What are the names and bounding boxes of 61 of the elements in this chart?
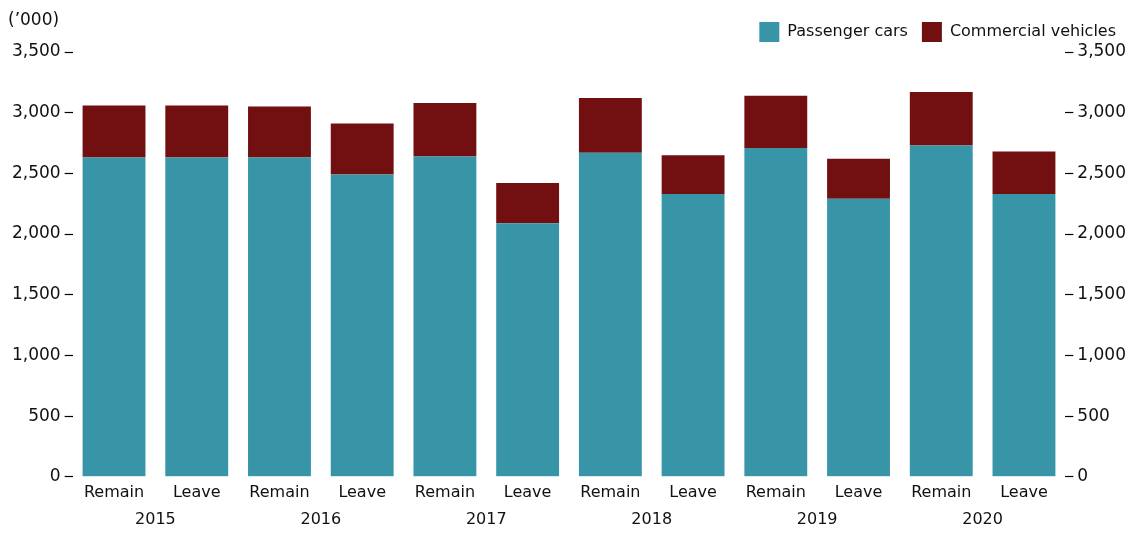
x-tick-label: Remain (911, 481, 972, 501)
y2-tick-label: 3,500 (1077, 40, 1126, 61)
text: 2017 (465, 509, 507, 529)
bar (578, 98, 642, 153)
y-tick-label: 3,000 (12, 101, 61, 122)
x-tick-label: Remain (414, 481, 476, 501)
bar (661, 194, 725, 477)
bar (248, 106, 311, 158)
x-tick-label: Leave (669, 481, 717, 501)
x-tick-label: Remain (249, 481, 310, 501)
bar (992, 194, 1056, 477)
bar (992, 151, 1056, 195)
bar (909, 92, 973, 146)
y2-tick-label: 2,500 (1077, 161, 1126, 182)
text: 2016 (300, 509, 342, 529)
legend-label: Passenger cars (787, 21, 908, 41)
text: 2020 (962, 509, 1003, 529)
bar (744, 95, 808, 148)
bar (248, 157, 311, 477)
bar (165, 157, 229, 477)
text: 2019 (796, 509, 838, 529)
bar (330, 123, 394, 175)
y-tick-label: 3,500 (12, 40, 61, 61)
x-tick-label: Leave (503, 481, 552, 501)
bar (496, 223, 560, 477)
bar (661, 155, 725, 195)
bar (909, 145, 973, 477)
y2-tick-label: 500 (1077, 404, 1110, 425)
y2-tick-label: 1,000 (1077, 343, 1126, 364)
bar (744, 147, 808, 477)
bar (165, 105, 229, 158)
y-tick-label: 500 (28, 404, 61, 425)
y-tick-label: 0 (49, 465, 61, 486)
x-tick-label: Leave (172, 481, 221, 501)
x-tick-label: Remain (83, 481, 145, 501)
x-tick-label: Remain (745, 481, 806, 501)
bar (82, 157, 146, 477)
bar (578, 152, 642, 477)
y2-tick-label: 1,500 (1077, 283, 1126, 304)
bar (413, 102, 477, 157)
bar (413, 156, 477, 477)
bar (330, 174, 394, 477)
y-tick-label: 1,500 (12, 283, 61, 304)
y2-tick-label: 2,000 (1077, 222, 1126, 243)
y-axis-title: (’000) (8, 8, 60, 29)
x-tick-label: Leave (338, 481, 386, 501)
y-tick-label: 2,000 (12, 222, 61, 243)
x-tick-label: Leave (834, 481, 883, 501)
x-tick-label: Remain (580, 481, 641, 501)
text: 2015 (135, 509, 176, 529)
y2-tick-label: 0 (1077, 465, 1089, 486)
bar (827, 158, 890, 199)
bar (496, 183, 560, 224)
text: 2018 (631, 509, 673, 529)
bar (82, 105, 146, 158)
y2-tick-label: 3,000 (1077, 101, 1126, 122)
x-tick-label: Leave (1000, 481, 1048, 501)
y-tick-label: 1,000 (12, 343, 61, 364)
y-tick-label: 2,500 (12, 161, 61, 182)
bar (827, 198, 890, 477)
legend-label: Commercial vehicles (949, 21, 1117, 41)
